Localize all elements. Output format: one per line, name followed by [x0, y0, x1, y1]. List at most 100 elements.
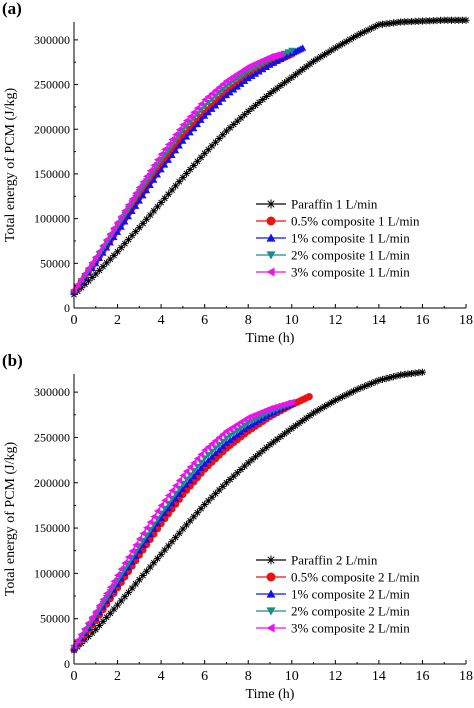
data-point — [407, 369, 416, 378]
data-point — [193, 157, 202, 166]
data-point — [317, 53, 325, 61]
data-point — [175, 126, 183, 134]
legend-entry: 3% composite 1 L/min — [291, 265, 410, 280]
data-point — [164, 190, 172, 198]
data-point — [179, 137, 187, 144]
data-point — [103, 244, 111, 251]
x-tick-label: 12 — [328, 313, 342, 328]
data-point — [186, 128, 194, 136]
data-point — [400, 370, 408, 379]
data-point — [117, 223, 125, 230]
data-point — [95, 247, 103, 255]
data-point — [357, 384, 365, 392]
data-point — [146, 211, 154, 219]
data-point — [204, 443, 212, 451]
x-tick-label: 10 — [285, 313, 299, 328]
data-point — [288, 424, 296, 432]
y-tick-label: 50000 — [40, 612, 70, 626]
data-point — [204, 497, 212, 505]
data-point — [164, 504, 172, 512]
data-point — [233, 83, 241, 90]
data-point — [338, 393, 347, 401]
data-point — [219, 442, 227, 450]
data-point — [266, 61, 274, 68]
data-point — [201, 96, 208, 104]
data-point — [172, 131, 179, 139]
data-point — [270, 438, 278, 446]
data-point — [175, 476, 183, 485]
data-point — [386, 19, 394, 27]
data-point — [328, 398, 336, 406]
data-point — [342, 38, 350, 46]
data-point — [135, 223, 143, 232]
legend-marker — [266, 589, 276, 598]
data-point — [248, 72, 256, 79]
data-point — [233, 469, 241, 477]
data-point — [415, 17, 423, 25]
y-tick-label: 300000 — [34, 385, 70, 399]
data-point — [128, 195, 135, 203]
data-point — [262, 92, 270, 101]
legend-entry: 1% composite 1 L/min — [291, 231, 410, 246]
data-point — [103, 589, 110, 597]
data-point — [99, 617, 107, 626]
data-point — [208, 493, 216, 501]
data-point — [317, 405, 325, 413]
data-point — [172, 481, 179, 490]
data-point — [273, 435, 281, 443]
data-point — [237, 114, 245, 122]
x-tick-label: 16 — [415, 669, 429, 684]
data-point — [455, 16, 463, 24]
data-point — [186, 463, 194, 471]
data-point — [164, 140, 172, 149]
data-point — [190, 472, 198, 480]
data-point — [215, 433, 223, 442]
series-3 — [70, 47, 296, 296]
data-point — [161, 496, 168, 505]
x-tick-label: 6 — [201, 669, 208, 684]
data-point — [113, 218, 121, 226]
data-point — [157, 198, 165, 207]
legend-entry: 3% composite 2 L/min — [291, 621, 410, 636]
data-point — [397, 18, 405, 26]
y-tick-label: 100000 — [34, 212, 70, 226]
data-point — [168, 135, 175, 144]
data-point — [451, 16, 459, 24]
data-point — [266, 89, 274, 98]
data-point — [222, 127, 231, 135]
data-point — [255, 68, 263, 75]
data-point — [426, 17, 434, 25]
data-point — [146, 181, 154, 188]
y-axis-label: Total energy of PCM (J/kg) — [3, 442, 18, 597]
data-point — [153, 203, 162, 211]
series-0 — [70, 16, 470, 299]
data-point — [270, 59, 278, 66]
data-point — [349, 387, 358, 395]
data-point — [193, 454, 201, 463]
data-point — [146, 167, 154, 175]
data-point — [226, 88, 234, 96]
data-point — [284, 76, 292, 84]
data-point — [146, 518, 154, 526]
data-point — [208, 142, 216, 150]
data-point — [266, 441, 274, 449]
legend: Paraffin 1 L/min 0.5% composite 1 L/min 1%… — [256, 197, 420, 280]
data-point — [233, 431, 241, 438]
data-point — [277, 432, 285, 441]
data-point — [277, 81, 285, 90]
data-point — [320, 403, 329, 411]
data-point — [117, 597, 125, 605]
data-point — [81, 625, 88, 633]
data-point — [295, 419, 303, 427]
y-tick-label: 0 — [64, 301, 70, 315]
data-point — [139, 219, 147, 227]
data-point — [84, 619, 92, 627]
data-point — [146, 530, 154, 538]
x-tick-label: 6 — [201, 313, 208, 328]
data-point — [215, 98, 223, 106]
data-point — [313, 407, 321, 415]
data-point — [299, 44, 307, 51]
data-point — [259, 447, 267, 455]
data-point — [397, 371, 405, 379]
